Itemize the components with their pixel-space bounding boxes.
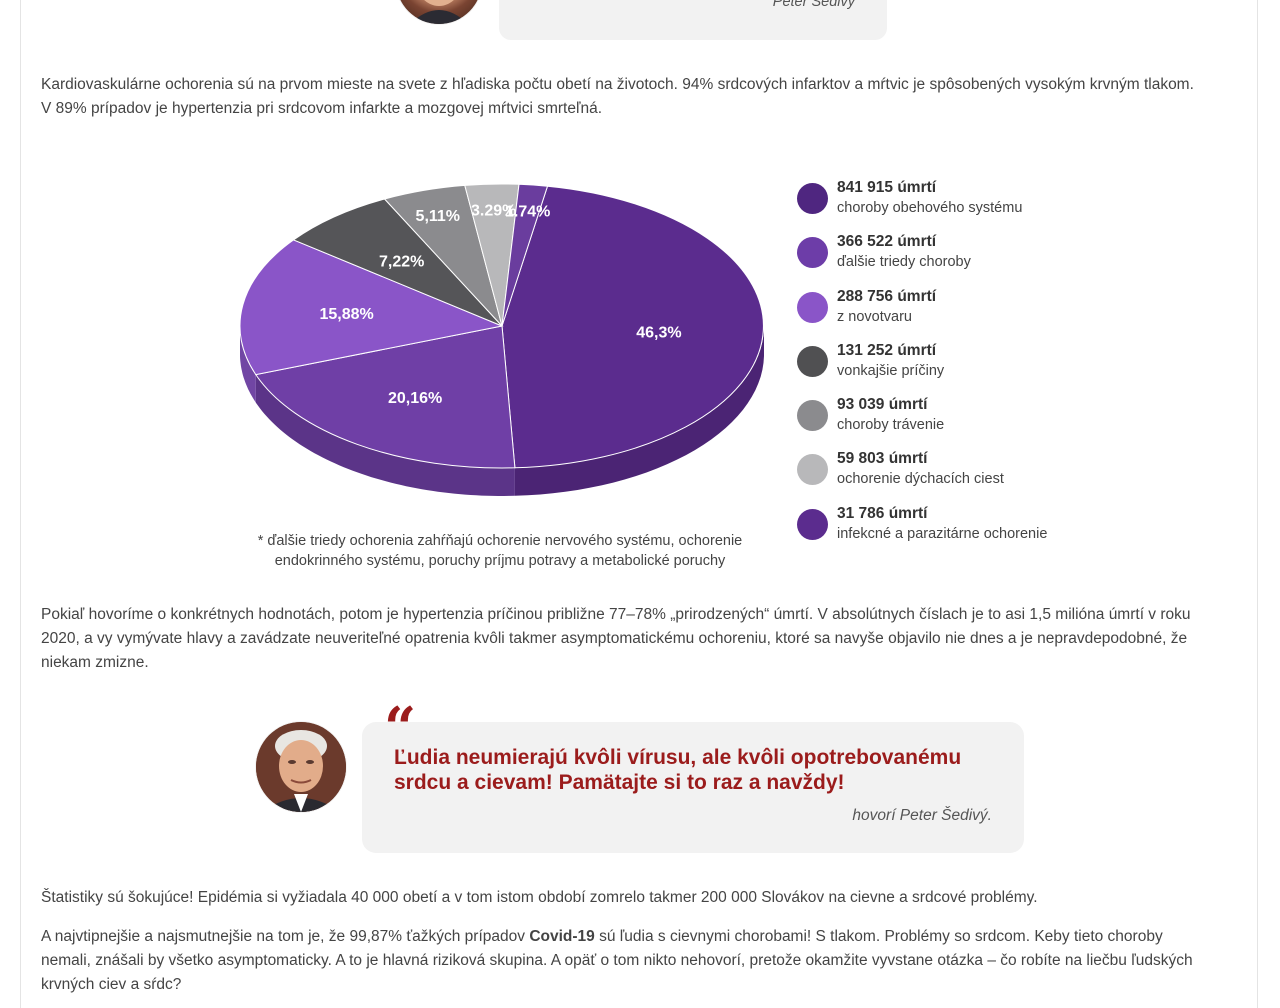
pie-chart: 46,3% 20,16% 15,88% 7,22% 5,11% 3.29%1.74% [239,183,764,496]
legend-dot [797,237,828,269]
author-avatar-top [396,0,482,24]
pie-slice [292,198,503,327]
pie-slice-label: 7,22% [379,253,424,270]
pie-slice-label: 46,3% [636,324,681,341]
author-avatar [256,722,346,812]
pie-slice-label: 5,11% [416,208,460,225]
pie-slice-label: 1.74% [505,203,550,220]
legend-value: 288 756 úmrtí [837,287,937,305]
pie-slice [239,239,504,376]
footnote-line-1: * ďalšie triedy ochorenia zahŕňajú ochor… [257,533,743,549]
quote-line-2: srdcu a cievam! Pamätajte si to raz a na… [394,771,845,794]
legend-dot [797,345,828,377]
quote-box-top [499,0,887,40]
pie-slice [501,183,549,327]
legend-value: 93 039 úmrtí [837,396,928,414]
legend-item: 93 039 úmrtí choroby trávenie [797,396,1117,450]
legend-dot [797,454,828,486]
legend-item: 31 786 úmrtí infekcné a parazitárne ocho… [797,505,1117,559]
legend-item: 59 803 úmrtí ochorenie dýchacích ciest [797,450,1117,504]
covid-paragraph: A najvtipnejšie a najsmutnejšie na tom j… [41,925,1236,997]
legend-label: choroby trávenie [837,417,945,434]
para2-line-1: Pokiaľ hovoríme o konkrétnych hodnotách,… [41,606,1191,623]
legend-label: ďalšie triedy choroby [837,254,971,271]
pie-slice-label: 15,88% [319,306,373,323]
chart-legend: 841 915 úmrtí choroby obehového systému … [797,179,1117,559]
pie-slice-label: 20,16% [388,390,442,407]
pie-slice-label: 3.29% [471,203,516,220]
legend-label: ochorenie dýchacích ciest [837,471,1004,488]
quote-mark-icon: “ [384,695,417,761]
legend-value: 841 915 úmrtí [837,179,937,196]
intro-paragraph: Kardiovaskulárne ochorenia sú na prvom m… [41,73,1236,121]
intro-line-2: V 89% prípadov je hypertenzia pri srdcov… [41,100,603,117]
para4-line-1-pre: A najvtipnejšie a najsmutnejšie na tom j… [41,928,530,945]
pie-slice [501,185,764,469]
portrait-icon [256,722,346,812]
legend-value: 366 522 úmrtí [837,233,937,251]
para2-line-2: 2020, a vy vymývate hlavy a zavádzate ne… [41,630,1188,647]
footnote-line-2: endokrinného systému, poruchy príjmu pot… [274,553,726,569]
legend-value: 131 252 úmrtí [837,341,937,359]
legend-item: 288 756 úmrtí z novotvaru [797,288,1117,342]
legend-label: vonkajšie príčiny [837,362,945,379]
pie-slice-side [514,328,764,496]
para4-line-3: krvných ciev a sŕdc? [41,976,182,993]
quote-line-1: Ľudia neumierajú kvôli vírusu, ale kvôli… [394,746,962,769]
para4-line-1-post: sú ľudia s cievnymi chorobami! S tlakom.… [594,928,1163,945]
para2-line-3: niekam zmizne. [41,654,149,671]
legend-item: 366 522 úmrtí ďalšie triedy choroby [797,233,1117,287]
legend-dot [797,508,828,540]
article-frame [20,0,1258,1008]
legend-dot [797,291,828,323]
quote-author-top: Peter Šedivý [772,0,855,10]
portrait-icon [410,0,468,24]
intro-line-1: Kardiovaskulárne ochorenia sú na prvom m… [41,76,1194,93]
legend-dot [797,400,828,432]
hypertension-paragraph: Pokiaľ hovoríme o konkrétnych hodnotách,… [41,603,1236,675]
quote-author: hovorí Peter Šedivý. [852,807,992,824]
chart-footnote: * ďalšie triedy ochorenia zahŕňajú ochor… [240,531,760,571]
pie-slice [254,325,516,469]
statistics-paragraph: Štatistiky sú šokujúce! Epidémia si vyži… [41,889,1038,906]
legend-value: 31 786 úmrtí [837,504,928,522]
legend-dot [797,183,828,214]
legend-item: 841 915 úmrtí choroby obehového systému [797,179,1117,233]
legend-label: z novotvaru [837,308,912,325]
quote-box [362,722,1024,853]
legend-value: 59 803 úmrtí [837,450,928,468]
legend-item: 131 252 úmrtí vonkajšie príčiny [797,342,1117,396]
legend-label: infekcné a parazitárne ochorenie [837,525,1048,542]
legend-label: choroby obehového systému [837,200,1023,216]
para4-line-2: nemali, znášali by všetko asymptomaticky… [41,952,1193,969]
covid-bold: Covid-19 [529,928,595,945]
pie-slice-side [240,325,256,403]
quote-text: Ľudia neumierajú kvôli vírusu, ale kvôli… [394,745,1004,795]
